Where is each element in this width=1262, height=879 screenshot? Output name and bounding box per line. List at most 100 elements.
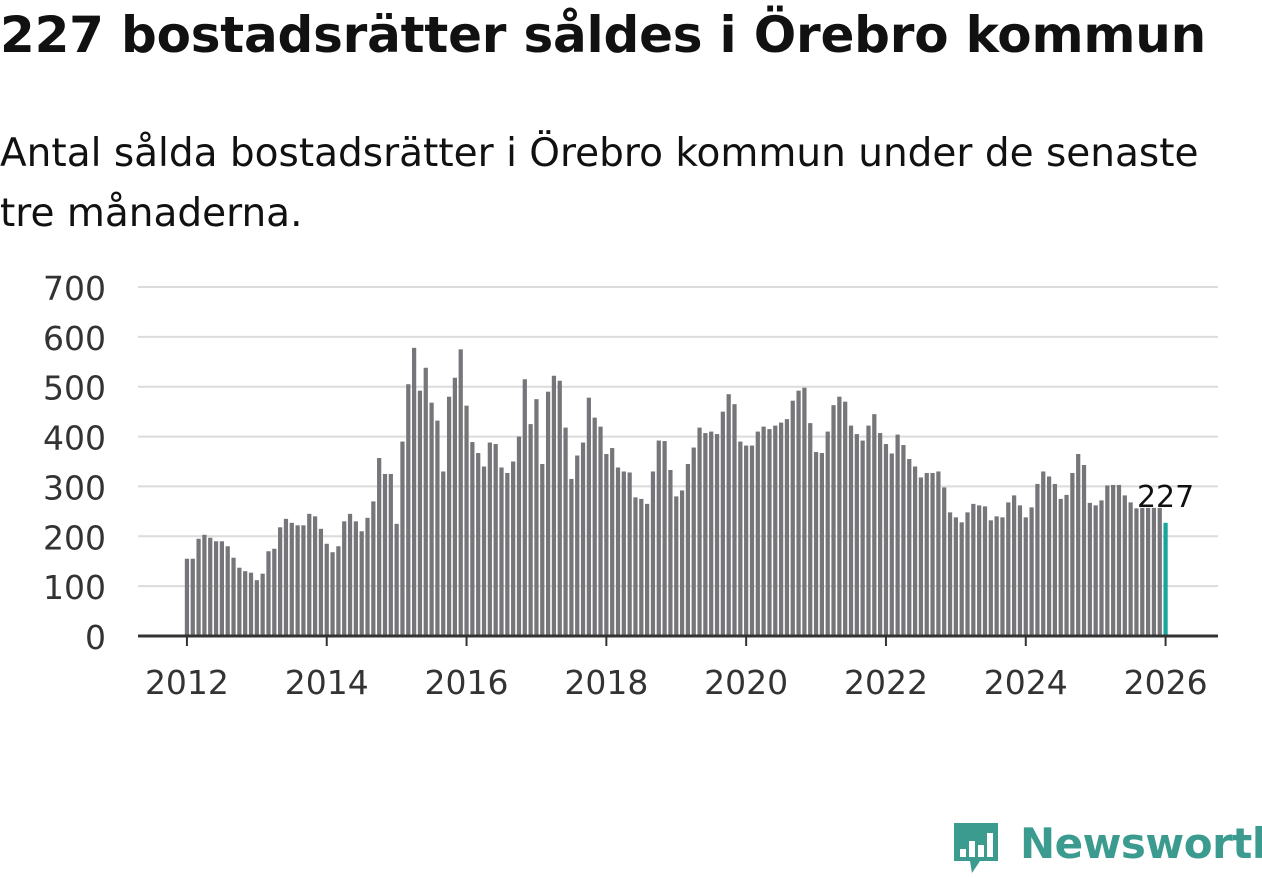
bar (359, 531, 364, 636)
bar (184, 558, 190, 636)
chart-subtitle: Antal sålda bostadsrätter i Örebro kommu… (0, 131, 1199, 236)
bar (388, 473, 393, 636)
bar (540, 463, 545, 636)
bar (441, 471, 446, 636)
bar (621, 471, 626, 636)
bar (1087, 502, 1092, 636)
bar (947, 512, 953, 636)
bar (714, 434, 720, 636)
bar (866, 425, 871, 636)
bar (691, 447, 696, 636)
bar (190, 558, 195, 636)
bar (429, 402, 434, 636)
bar (1064, 494, 1069, 636)
bar (744, 445, 749, 636)
bar (301, 525, 306, 636)
bar (580, 442, 586, 636)
x-tick-label: 2024 (984, 663, 1068, 702)
bar (423, 367, 428, 636)
bar (843, 401, 848, 636)
bar (1111, 484, 1116, 636)
bar (749, 445, 755, 636)
bar (505, 472, 510, 636)
bar (446, 396, 452, 636)
y-tick-label: 400 (43, 419, 106, 458)
bar (202, 534, 207, 636)
bar (476, 453, 481, 636)
bar (878, 433, 883, 636)
y-tick-label: 0 (85, 618, 106, 657)
x-tick-label: 2014 (285, 663, 369, 702)
bar (802, 387, 807, 636)
bar (1122, 495, 1127, 636)
bar (563, 427, 568, 636)
bar (452, 377, 458, 636)
x-tick-label: 2016 (425, 663, 509, 702)
bar (254, 580, 259, 636)
y-tick-label: 700 (43, 270, 106, 308)
bar (435, 420, 440, 636)
bar (959, 522, 964, 636)
bar (813, 452, 819, 636)
x-tick-label: 2018 (564, 663, 648, 702)
bar (1006, 502, 1011, 636)
bar (499, 467, 504, 636)
bar (237, 567, 242, 636)
bar (942, 487, 947, 636)
bar (417, 390, 423, 636)
bar (773, 425, 778, 636)
bar (907, 459, 912, 636)
bar (1041, 471, 1046, 636)
bar (1046, 476, 1052, 636)
chart-title: 227 bostadsrätter såldes i Örebro kommun (0, 6, 1207, 64)
bar (1023, 517, 1028, 636)
bar (662, 441, 667, 636)
bar (470, 442, 475, 636)
bar (318, 528, 324, 636)
bar (196, 538, 201, 636)
bar (371, 501, 376, 636)
bar (1070, 472, 1075, 636)
bar (1128, 502, 1133, 636)
bar (1140, 507, 1145, 636)
bar (481, 466, 487, 636)
bar (604, 454, 609, 636)
bar (918, 477, 924, 636)
bar (1000, 517, 1005, 636)
bar (219, 541, 224, 636)
x-tick-label: 2022 (844, 663, 928, 702)
bar (1058, 498, 1063, 636)
bar (645, 503, 650, 636)
bar (755, 431, 760, 636)
newsworthy-logo: Newsworthy (950, 819, 1262, 875)
bar (464, 405, 469, 636)
bar (668, 469, 673, 636)
bar (1081, 464, 1087, 636)
bar (493, 444, 498, 636)
bar (895, 434, 900, 636)
bar (243, 571, 248, 636)
bar (295, 525, 300, 636)
latest-value-label: 227 (1137, 480, 1194, 515)
bar (365, 517, 370, 636)
bar (767, 429, 772, 636)
bar (796, 390, 801, 636)
bar (586, 397, 591, 636)
bar (912, 466, 918, 636)
bar (971, 503, 976, 636)
y-tick-label: 300 (43, 468, 106, 507)
bar (382, 473, 388, 636)
bar (808, 423, 813, 636)
bar (685, 463, 691, 636)
bar (511, 461, 516, 636)
bar (831, 405, 836, 636)
bar (883, 444, 889, 636)
bar (260, 573, 265, 636)
bar (575, 455, 580, 636)
bar (930, 472, 935, 636)
bar (225, 546, 230, 636)
bar (394, 523, 399, 636)
bar (278, 527, 283, 636)
bar (703, 433, 708, 636)
bar (674, 496, 679, 636)
